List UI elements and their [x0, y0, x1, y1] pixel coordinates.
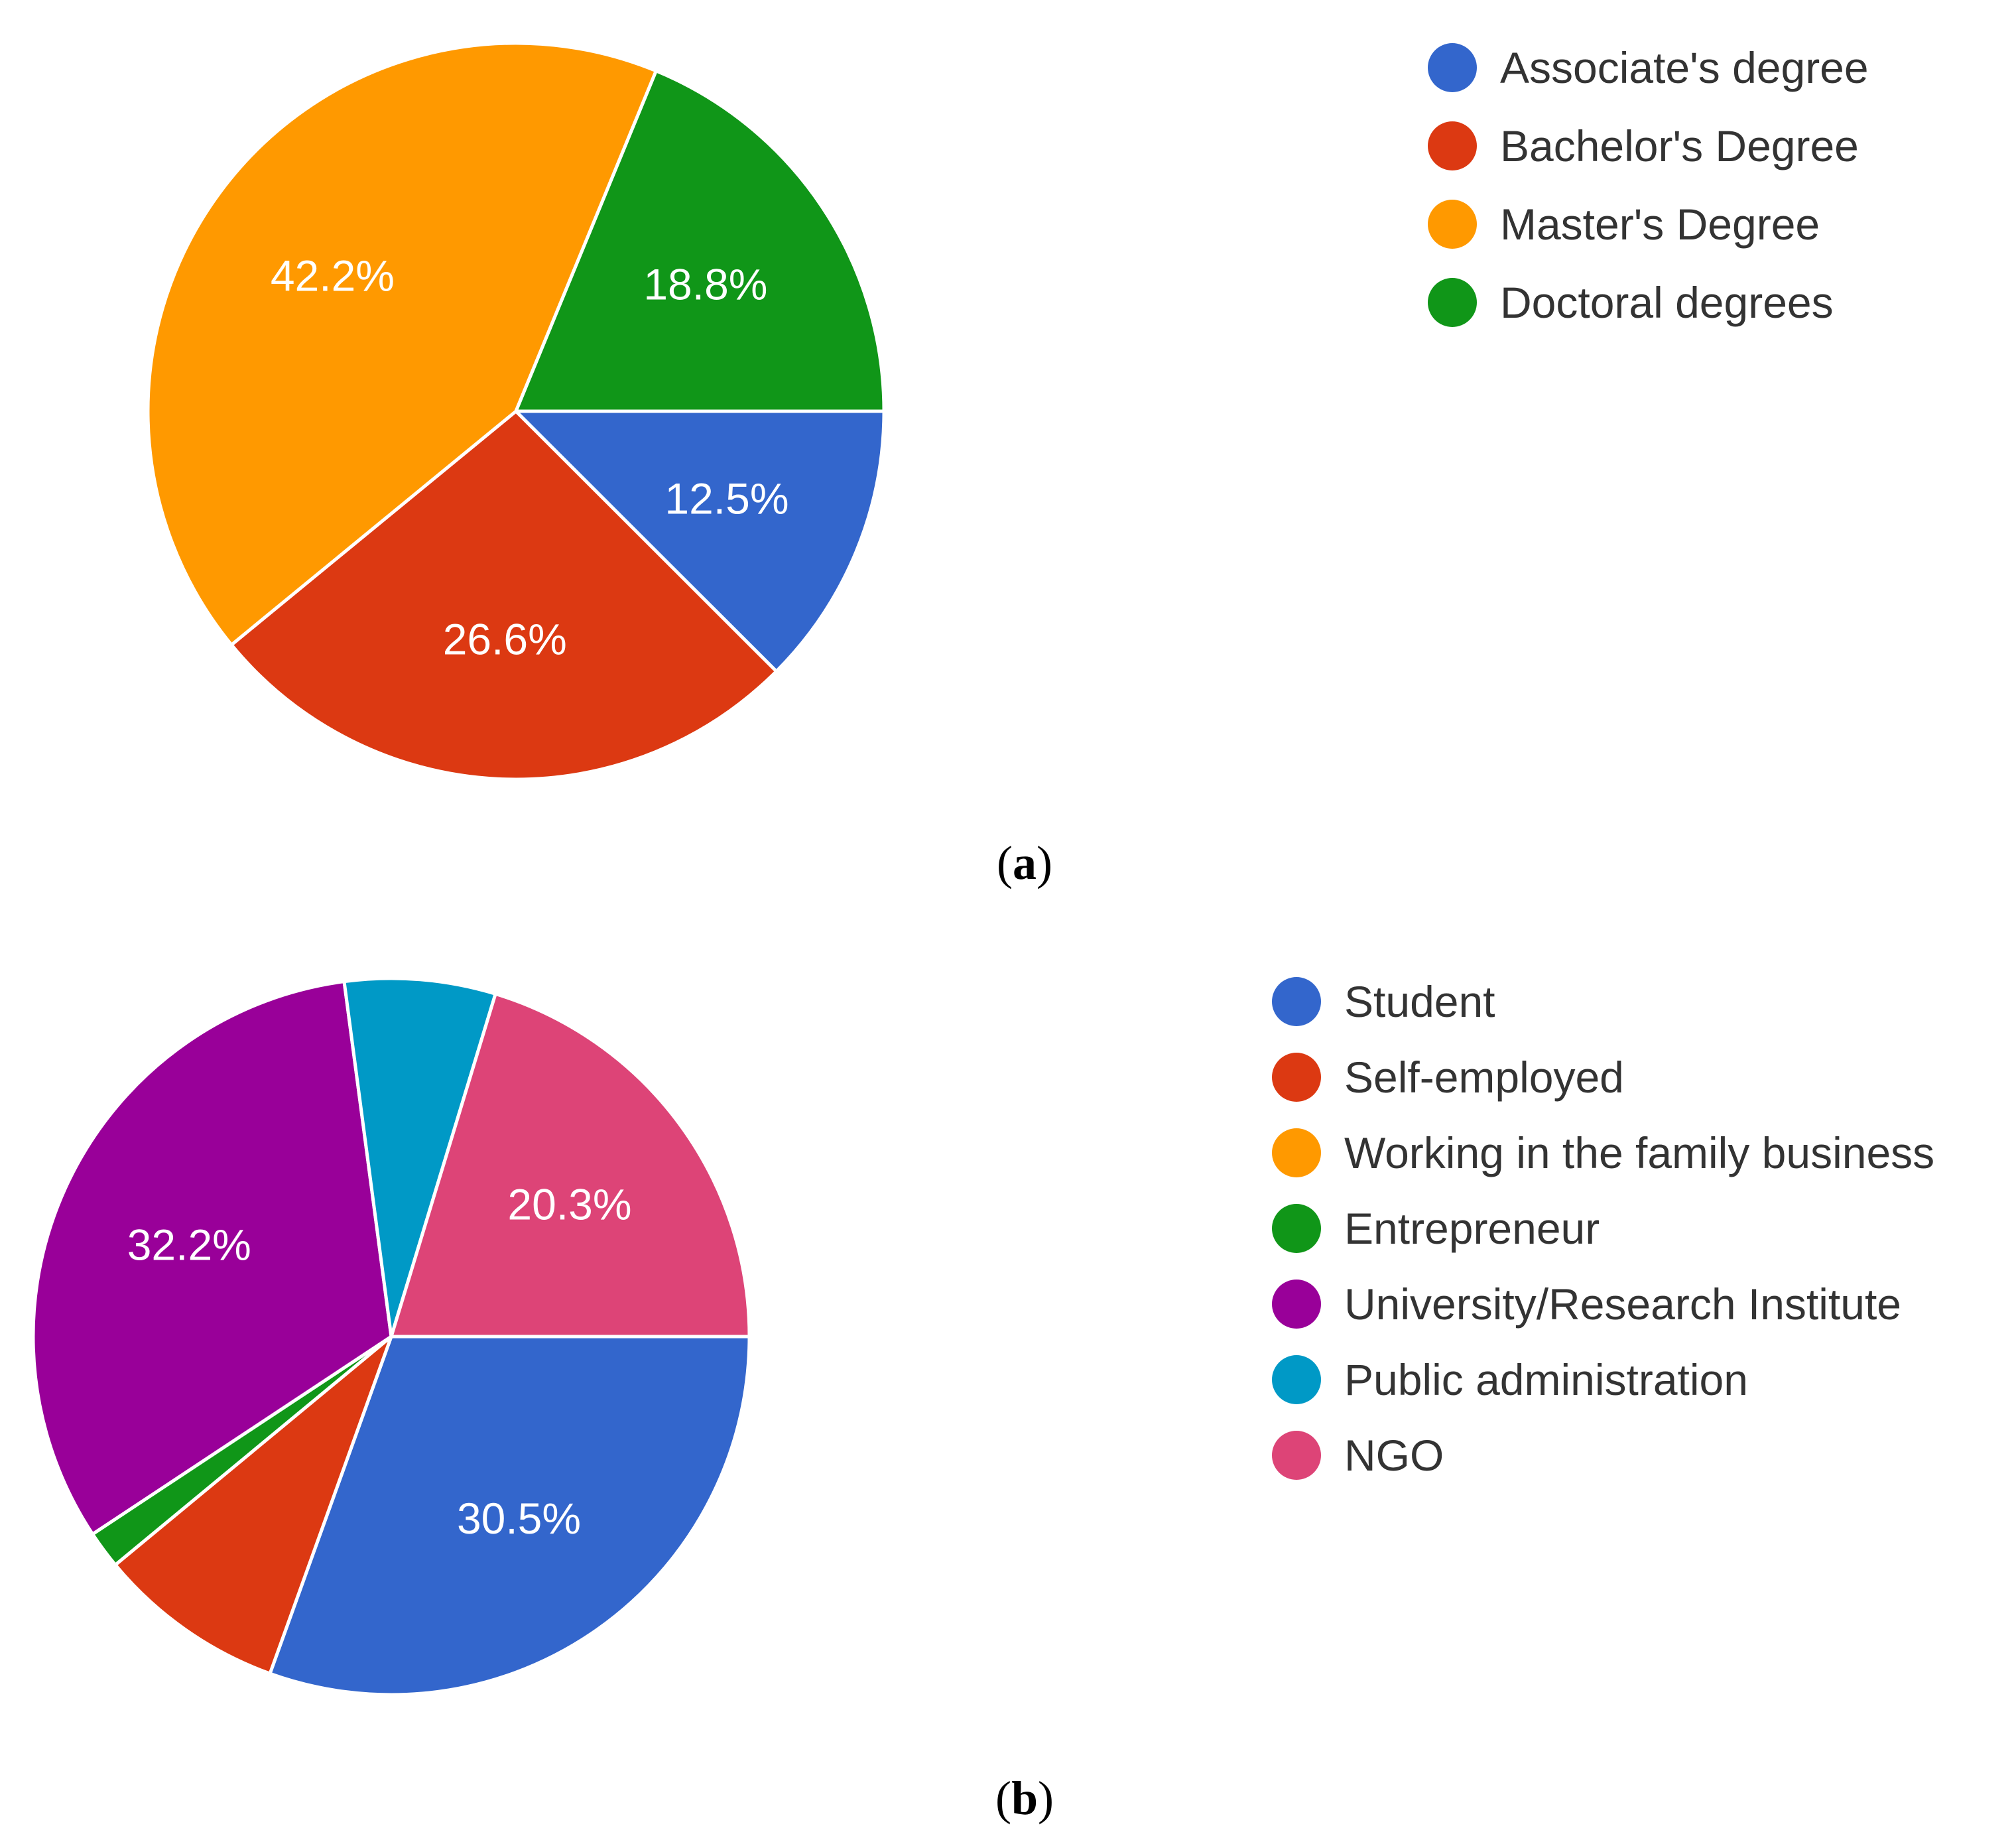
legend-swatch-icon: [1428, 43, 1477, 92]
legend-swatch-icon: [1272, 1431, 1321, 1480]
slices-education: [146, 41, 886, 781]
pie-slice-student: [268, 1335, 751, 1697]
legend-label: Public administration: [1344, 1355, 1748, 1404]
legend-education: Associate's degree Bachelor's Degree Maste…: [1428, 43, 1869, 327]
legend-label: NGO: [1344, 1431, 1444, 1480]
legend-swatch-icon: [1272, 1355, 1321, 1404]
legend-item-working-in-the-family-business: Working in the family business: [1272, 1128, 1934, 1177]
legend-swatch-icon: [1428, 278, 1477, 327]
pie-slice-ngo: [389, 992, 751, 1339]
legend-swatch-icon: [1272, 1204, 1321, 1253]
slices-occupation: [31, 976, 751, 1697]
slice-labels-occupation: 30.5% 32.2% 20.3%: [127, 1180, 632, 1543]
slice-labels-education: 12.5% 26.6% 42.2% 18.8%: [271, 251, 789, 663]
legend-item-public-administration: Public administration: [1272, 1355, 1748, 1404]
legend-label: Associate's degree: [1500, 43, 1869, 92]
legend-item-student: Student: [1272, 977, 1495, 1026]
legend-item-associate-s-degree: Associate's degree: [1428, 43, 1869, 92]
legend-swatch-icon: [1272, 1053, 1321, 1102]
pie-slice-university-research-institute: [31, 980, 393, 1536]
legend-label: Doctoral degrees: [1500, 278, 1834, 327]
caption-b: (b): [995, 1772, 1054, 1825]
legend-item-ngo: NGO: [1272, 1431, 1444, 1480]
legend-item-doctoral-degrees: Doctoral degrees: [1428, 278, 1834, 327]
legend-label: Bachelor's Degree: [1500, 121, 1859, 170]
legend-occupation: Student Self-employed Working in the famil…: [1272, 977, 1934, 1480]
pie-chart-education: 12.5% 26.6% 42.2% 18.8% Associate's degree B…: [146, 41, 1869, 781]
legend-swatch-icon: [1272, 1280, 1321, 1329]
pie-slice-master-s-degree: [146, 41, 658, 647]
slice-label-bachelor-s-degree: 26.6%: [443, 615, 567, 664]
pie-slice-doctoral-degrees: [514, 69, 886, 413]
legend-item-entrepreneur: Entrepreneur: [1272, 1204, 1600, 1253]
pie-slice-public-administration: [342, 976, 497, 1339]
legend-label: University/Research Institute: [1344, 1280, 1901, 1329]
slice-label-associate-s-degree: 12.5%: [664, 474, 788, 523]
slice-label-master-s-degree: 42.2%: [271, 251, 395, 300]
legend-item-self-employed: Self-employed: [1272, 1053, 1624, 1102]
pie-slice-associate-s-degree: [514, 409, 886, 673]
pie-chart-occupation: 30.5% 32.2% 20.3% Student Self-employed Work…: [31, 976, 1934, 1697]
pie-slice-self-employed: [113, 1335, 393, 1676]
legend-label: Entrepreneur: [1344, 1204, 1600, 1253]
legend-swatch-icon: [1428, 200, 1477, 249]
legend-swatch-icon: [1272, 1128, 1321, 1177]
legend-label: Student: [1344, 977, 1495, 1026]
slice-label-student: 30.5%: [457, 1494, 581, 1543]
legend-item-master-s-degree: Master's Degree: [1428, 200, 1820, 249]
legend-label: Self-employed: [1344, 1053, 1624, 1102]
slice-label-ngo: 20.3%: [507, 1180, 631, 1229]
legend-label: Master's Degree: [1500, 200, 1820, 249]
legend-label: Working in the family business: [1344, 1128, 1934, 1177]
caption-a: (a): [997, 836, 1052, 889]
legend-item-bachelor-s-degree: Bachelor's Degree: [1428, 121, 1859, 170]
slice-label-university-research-institute: 32.2%: [127, 1220, 251, 1269]
legend-item-university-research-institute: University/Research Institute: [1272, 1280, 1901, 1329]
slice-label-doctoral-degrees: 18.8%: [643, 260, 767, 309]
legend-swatch-icon: [1272, 977, 1321, 1026]
pie-slice-bachelor-s-degree: [229, 409, 779, 781]
legend-swatch-icon: [1428, 121, 1477, 170]
